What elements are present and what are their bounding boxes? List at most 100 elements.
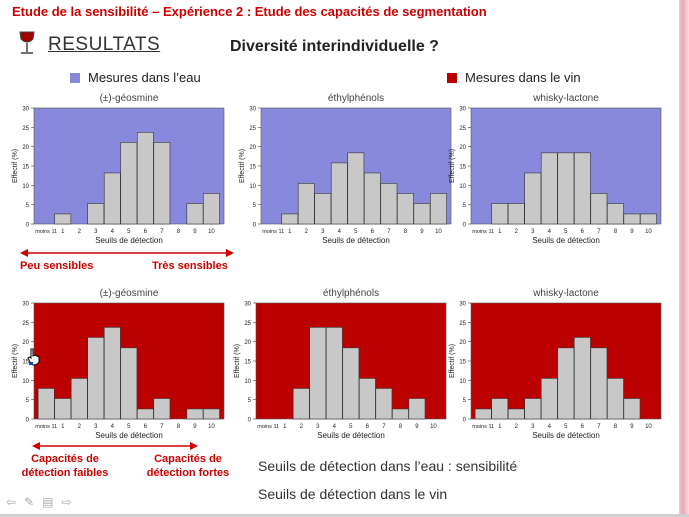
x-tick-label: 9 bbox=[420, 229, 424, 235]
x-tick-label: 6 bbox=[581, 229, 585, 235]
y-tick-label: 0 bbox=[26, 223, 30, 229]
y-tick-label: 25 bbox=[22, 321, 29, 327]
pen-icon[interactable]: ✎ bbox=[24, 495, 35, 509]
double-arrow-sensibility bbox=[20, 249, 234, 257]
chart-water-ethylphenols: éthylphénols 0 5 10 15 20 25 30 moins 11 1 2 3 4 5 6 7 8… bbox=[235, 90, 455, 250]
label-peu-sensibles: Peu sensibles bbox=[20, 260, 94, 272]
y-tick-label: 20 bbox=[22, 340, 29, 346]
y-tick-label: 25 bbox=[249, 126, 256, 132]
x-tick-label: 3 bbox=[94, 229, 98, 235]
chart-wine-geosmine: (±)-géosmine 0 5 10 15 20 25 30 moins 11 1 2 3 4 5 6 7 8… bbox=[8, 285, 228, 445]
chart-svg: (±)-géosmine 0 5 10 15 20 25 30 moins 11 1 2 3 4 5 6 7 8… bbox=[12, 93, 225, 245]
x-tick-label: 4 bbox=[338, 229, 342, 235]
x-tick-label: 6 bbox=[581, 424, 585, 430]
y-tick-label: 20 bbox=[459, 340, 466, 346]
bar bbox=[103, 327, 121, 420]
chart-svg: whisky-lactone 0 5 10 15 20 25 30 moins 11 1 2 3 4 5 6… bbox=[449, 93, 662, 245]
bar bbox=[37, 388, 55, 420]
bar bbox=[623, 398, 641, 420]
bar bbox=[342, 347, 360, 420]
x-tick-label: 2 bbox=[305, 229, 309, 235]
bar bbox=[524, 172, 542, 225]
x-tick-label: moins 11 bbox=[35, 424, 57, 430]
menu-icon[interactable]: ▤ bbox=[42, 495, 54, 509]
x-tick-label: 2 bbox=[515, 229, 519, 235]
bar bbox=[87, 203, 105, 225]
legend-water: Mesures dans l’eau bbox=[70, 70, 201, 85]
x-axis-label: Seuils de détection bbox=[532, 431, 600, 440]
y-tick-label: 10 bbox=[244, 379, 251, 385]
bar bbox=[557, 347, 575, 420]
y-tick-label: 5 bbox=[253, 203, 257, 209]
double-arrow-capacity bbox=[32, 442, 198, 450]
bar bbox=[540, 378, 558, 420]
page-subtitle: Diversité interindividuelle ? bbox=[230, 38, 439, 55]
x-tick-label: 3 bbox=[321, 229, 325, 235]
chart-title: (±)-géosmine bbox=[100, 93, 159, 104]
bar bbox=[281, 213, 299, 225]
chart-title: (±)-géosmine bbox=[100, 288, 159, 299]
x-tick-label: 5 bbox=[127, 424, 131, 430]
y-tick-label: 0 bbox=[463, 223, 467, 229]
x-tick-label: 4 bbox=[111, 229, 115, 235]
legend-wine-swatch bbox=[447, 72, 457, 83]
x-tick-label: moins 11 bbox=[257, 424, 279, 430]
bar bbox=[524, 398, 542, 420]
x-tick-label: 8 bbox=[614, 424, 618, 430]
x-tick-label: 1 bbox=[283, 424, 287, 430]
y-axis-label: Effectif (%) bbox=[234, 344, 241, 378]
bar bbox=[375, 388, 393, 420]
y-axis-label: Effectif (%) bbox=[239, 149, 246, 183]
wine-glass-icon bbox=[19, 31, 35, 54]
bar bbox=[330, 162, 348, 225]
legend-water-label: Mesures dans l’eau bbox=[88, 70, 201, 85]
arrow-right-icon[interactable]: ⇨ bbox=[61, 495, 72, 509]
x-tick-label: 4 bbox=[548, 229, 552, 235]
slide-frame-right bbox=[679, 0, 689, 517]
y-tick-label: 0 bbox=[463, 418, 467, 424]
bar bbox=[573, 152, 591, 225]
bar bbox=[474, 408, 492, 420]
bar bbox=[70, 378, 88, 420]
y-tick-label: 20 bbox=[244, 340, 251, 346]
x-tick-label: 3 bbox=[316, 424, 320, 430]
x-tick-label: 10 bbox=[435, 229, 442, 235]
label-capacites-fortes-line2: détection fortes bbox=[146, 467, 230, 479]
x-tick-label: 8 bbox=[399, 424, 403, 430]
y-axis-label: Effectif (%) bbox=[12, 149, 19, 183]
bar bbox=[413, 203, 431, 225]
x-tick-label: 2 bbox=[515, 424, 519, 430]
bar bbox=[186, 408, 204, 420]
bar bbox=[203, 193, 220, 225]
x-tick-label: 8 bbox=[404, 229, 408, 235]
bar bbox=[120, 142, 138, 225]
x-tick-label: 5 bbox=[349, 424, 353, 430]
bar bbox=[54, 398, 72, 420]
bar bbox=[507, 203, 525, 225]
x-tick-label: 4 bbox=[111, 424, 115, 430]
bar bbox=[640, 213, 657, 225]
bar bbox=[623, 213, 641, 225]
x-tick-label: 5 bbox=[354, 229, 358, 235]
x-tick-label: 5 bbox=[127, 229, 131, 235]
x-tick-label: 5 bbox=[564, 229, 568, 235]
y-tick-label: 0 bbox=[253, 223, 257, 229]
x-tick-label: 10 bbox=[430, 424, 437, 430]
arrow-left-icon[interactable]: ⇦ bbox=[6, 495, 17, 509]
x-tick-label: moins 11 bbox=[35, 229, 57, 235]
bar bbox=[590, 193, 608, 225]
y-tick-label: 25 bbox=[459, 126, 466, 132]
y-tick-label: 20 bbox=[22, 145, 29, 151]
bar bbox=[54, 213, 72, 225]
bar bbox=[309, 327, 327, 420]
y-tick-label: 15 bbox=[249, 165, 256, 171]
bar bbox=[392, 408, 409, 420]
y-tick-label: 0 bbox=[248, 418, 252, 424]
y-tick-label: 10 bbox=[22, 184, 29, 190]
x-tick-label: moins 11 bbox=[262, 229, 284, 235]
results-heading: RESULTATS bbox=[48, 34, 161, 55]
x-tick-label: 3 bbox=[94, 424, 98, 430]
x-tick-label: 2 bbox=[78, 424, 82, 430]
bar bbox=[136, 132, 154, 225]
y-tick-label: 30 bbox=[459, 107, 466, 113]
